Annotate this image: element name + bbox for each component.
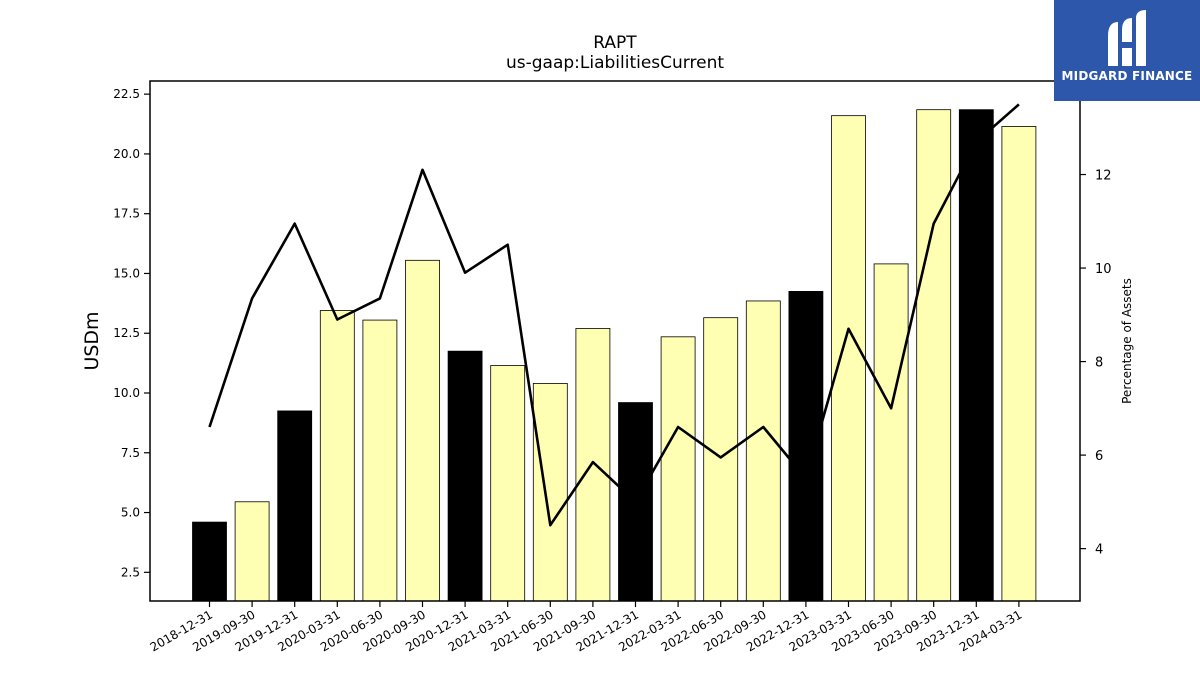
- bar: [575, 328, 611, 602]
- bar: [532, 383, 568, 602]
- y2-tick-label: 12: [1095, 169, 1112, 184]
- y-tick-label: 20.0: [113, 147, 140, 161]
- y-tick-label: 12.5: [113, 326, 140, 340]
- chart-subtitle: us-gaap:LiabilitiesCurrent: [506, 53, 724, 73]
- y-tick-label: 17.5: [113, 207, 140, 221]
- bar: [831, 115, 866, 602]
- logo-text: MIDGARD FINANCE: [1061, 69, 1193, 83]
- y-axis-right: 4 6 8 10 12: [1080, 169, 1112, 558]
- y2-axis-label: Percentage of Assets: [1120, 278, 1134, 404]
- bar: [277, 410, 313, 602]
- bar: [745, 300, 781, 602]
- y-tick-label: 5.0: [121, 506, 140, 520]
- bar: [362, 319, 398, 602]
- y-axis-left: 2.5 5.0 7.5 10.0 12.5 15.0 17.5 20.0 22.5: [113, 87, 150, 579]
- bar: [788, 290, 824, 602]
- chart-title: RAPT: [593, 33, 637, 53]
- bar: [405, 259, 440, 602]
- y-tick-label: 22.5: [113, 87, 140, 101]
- bar: [660, 336, 696, 602]
- bar: [1001, 126, 1037, 602]
- y-tick-label: 7.5: [121, 446, 140, 460]
- y-tick-label: 2.5: [121, 565, 140, 579]
- y2-tick-label: 8: [1095, 356, 1103, 371]
- bars-group: [192, 109, 1037, 602]
- y2-tick-label: 6: [1095, 449, 1103, 464]
- logo-mark-icon: [1108, 10, 1146, 66]
- brand-logo: MIDGARD FINANCE: [1054, 0, 1200, 101]
- bar: [916, 109, 952, 602]
- series-line: [208, 103, 1020, 527]
- bar: [234, 501, 270, 602]
- bar: [873, 263, 909, 602]
- bar: [319, 310, 355, 602]
- plot-frame: [149, 80, 1081, 602]
- y2-tick-label: 10: [1095, 262, 1112, 277]
- x-axis: 2018-12-312019-09-302019-12-312020-03-31…: [148, 601, 1024, 654]
- bar: [447, 350, 483, 602]
- bar: [192, 521, 227, 602]
- y-tick-label: 15.0: [113, 266, 140, 280]
- line-group: [208, 103, 1020, 527]
- y2-tick-label: 4: [1095, 543, 1103, 558]
- y-tick-label: 10.0: [113, 386, 140, 400]
- bar: [958, 109, 994, 602]
- y-axis-label: USDm: [81, 311, 103, 370]
- bar: [490, 365, 526, 602]
- bar: [703, 317, 739, 602]
